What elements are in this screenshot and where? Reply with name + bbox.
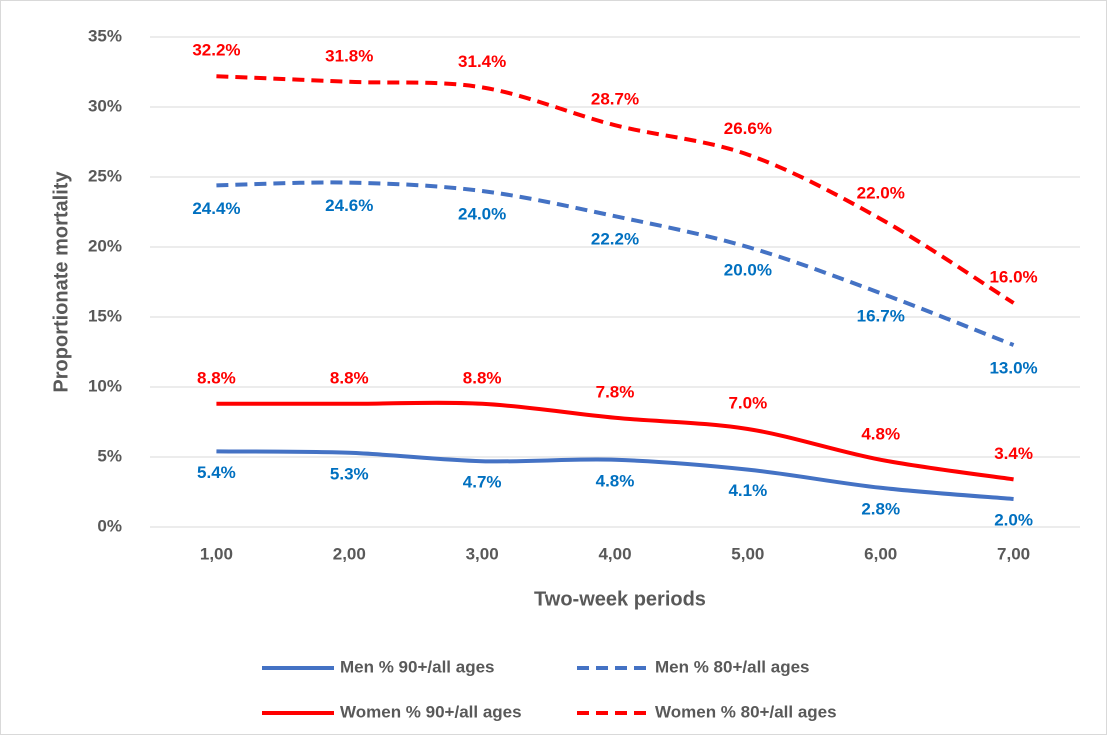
x-tick-label: 2,00 — [333, 544, 366, 563]
y-tick-label: 10% — [88, 376, 122, 395]
legend-label: Men % 90+/all ages — [340, 657, 495, 676]
data-label: 22.0% — [857, 183, 905, 202]
y-tick-label: 0% — [97, 516, 122, 535]
legend-label: Women % 90+/all ages — [340, 702, 522, 721]
x-tick-label: 7,00 — [997, 544, 1030, 563]
data-label: 4.1% — [728, 481, 767, 500]
data-label: 26.6% — [724, 119, 772, 138]
data-label: 3.4% — [994, 444, 1033, 463]
series-line — [216, 449, 1014, 501]
data-label: 20.0% — [724, 260, 772, 279]
legend-label: Women % 80+/all ages — [655, 702, 837, 721]
data-label: 5.4% — [197, 463, 236, 482]
data-label: 8.8% — [197, 368, 236, 387]
data-label: 31.4% — [458, 52, 506, 71]
data-label: 7.0% — [728, 393, 767, 412]
data-label: 28.7% — [591, 90, 639, 109]
data-label: 8.8% — [330, 368, 369, 387]
y-tick-label: 5% — [97, 446, 122, 465]
data-label: 7.8% — [596, 382, 635, 401]
y-tick-label: 20% — [88, 236, 122, 255]
y-axis-label: Proportionate mortality — [50, 171, 72, 393]
x-tick-label: 6,00 — [864, 544, 897, 563]
x-axis-label: Two-week periods — [534, 588, 706, 610]
data-label: 5.3% — [330, 464, 369, 483]
data-label: 13.0% — [989, 358, 1037, 377]
y-tick-label: 30% — [88, 96, 122, 115]
x-tick-label: 5,00 — [731, 544, 764, 563]
x-tick-label: 4,00 — [598, 544, 631, 563]
series-line — [216, 180, 1015, 347]
data-label: 31.8% — [325, 46, 373, 65]
data-label: 16.7% — [857, 307, 905, 326]
data-label: 24.4% — [192, 199, 240, 218]
data-label: 4.8% — [861, 424, 900, 443]
data-label: 16.0% — [989, 267, 1037, 286]
series-line — [216, 74, 1015, 305]
data-label: 22.2% — [591, 230, 639, 249]
series-line — [216, 400, 1014, 482]
data-label: 32.2% — [192, 41, 240, 60]
data-label: 4.8% — [596, 471, 635, 490]
data-label: 8.8% — [463, 368, 502, 387]
y-tick-label: 35% — [88, 26, 122, 45]
x-tick-label: 1,00 — [200, 544, 233, 563]
x-tick-label: 3,00 — [466, 544, 499, 563]
data-label: 24.6% — [325, 196, 373, 215]
y-tick-label: 25% — [88, 166, 122, 185]
data-label: 2.0% — [994, 510, 1033, 529]
data-label: 4.7% — [463, 473, 502, 492]
data-label: 24.0% — [458, 204, 506, 223]
legend-label: Men % 80+/all ages — [655, 657, 810, 676]
y-tick-label: 15% — [88, 306, 122, 325]
data-label: 2.8% — [861, 499, 900, 518]
